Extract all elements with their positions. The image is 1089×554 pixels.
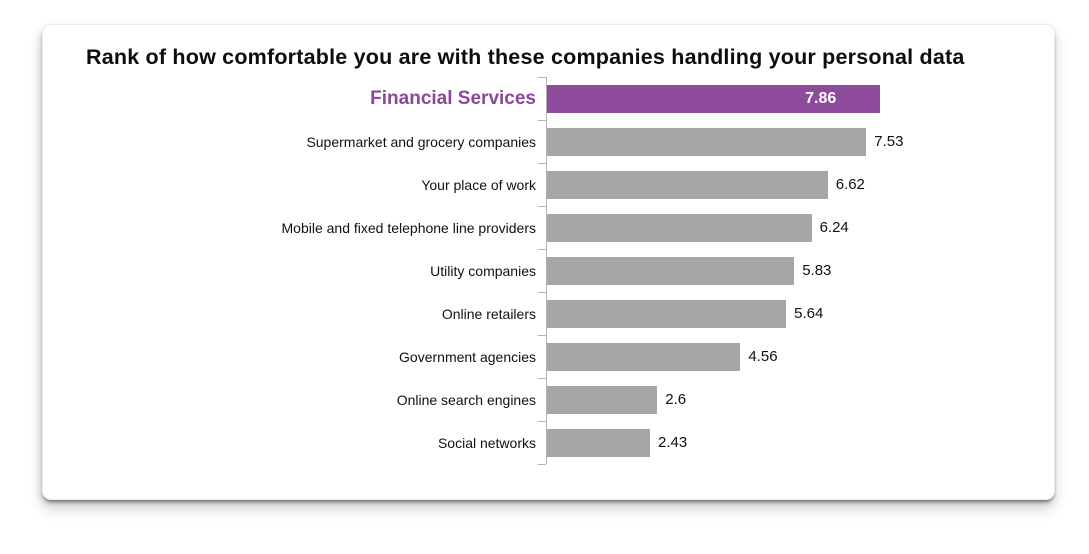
bar-row: Supermarket and grocery companies 7.53 (43, 119, 1054, 163)
value-label: 4.56 (748, 348, 778, 365)
bar-row: Utility companies 5.83 (43, 248, 1054, 292)
bar-row: Social networks 2.43 (43, 420, 1054, 465)
bar-row: Mobile and fixed telephone line provider… (43, 205, 1054, 249)
category-label: Social networks (437, 434, 536, 451)
category-label: Mobile and fixed telephone line provider… (281, 219, 537, 236)
plot-area: 4.56 (538, 334, 1054, 378)
plot-area: 2.43 (538, 420, 1054, 465)
category-label: Online retailers (441, 305, 536, 322)
bar (547, 428, 651, 457)
value-label: 2.43 (658, 434, 688, 451)
bar (547, 213, 812, 242)
value-label: 7.86 (805, 89, 837, 107)
value-label: 2.6 (665, 391, 687, 408)
bar-row: Online retailers 5.64 (43, 291, 1054, 335)
category-label: Supermarket and grocery companies (306, 133, 536, 150)
category-label: Your place of work (421, 176, 536, 193)
chart-card: Rank of how comfortable you are with the… (42, 24, 1055, 500)
plot-area: 6.24 (538, 205, 1054, 249)
value-label: 6.62 (835, 176, 865, 193)
bar (547, 342, 741, 371)
bar-row: Government agencies 4.56 (43, 334, 1054, 378)
bar (547, 127, 867, 156)
bar (547, 170, 828, 199)
category-label: Online search engines (396, 391, 536, 408)
bar-row: Online search engines 2.6 (43, 377, 1054, 421)
value-label: 7.53 (874, 133, 904, 150)
category-label: Government agencies (399, 348, 536, 365)
category-label: Utility companies (430, 262, 536, 279)
chart-title: Rank of how comfortable you are with the… (86, 45, 965, 69)
value-label: 6.24 (819, 219, 849, 236)
plot-area: 5.64 (538, 291, 1054, 335)
bar-chart: Financial Services 7.86 Supermarket and gr… (43, 76, 1054, 465)
bar-row: Your place of work 6.62 (43, 162, 1054, 206)
bar: 7.86 (547, 84, 881, 113)
plot-area: 6.62 (538, 162, 1054, 206)
bar-row: Financial Services 7.86 (43, 76, 1054, 120)
plot-area: 5.83 (538, 248, 1054, 292)
plot-area: 7.86 (538, 76, 1054, 120)
plot-area: 7.53 (538, 119, 1054, 163)
value-label: 5.64 (794, 305, 824, 322)
bar (547, 256, 795, 285)
bar (547, 299, 787, 328)
bar (547, 385, 658, 414)
category-label: Financial Services (370, 87, 536, 109)
plot-area: 2.6 (538, 377, 1054, 421)
value-label: 5.83 (802, 262, 832, 279)
